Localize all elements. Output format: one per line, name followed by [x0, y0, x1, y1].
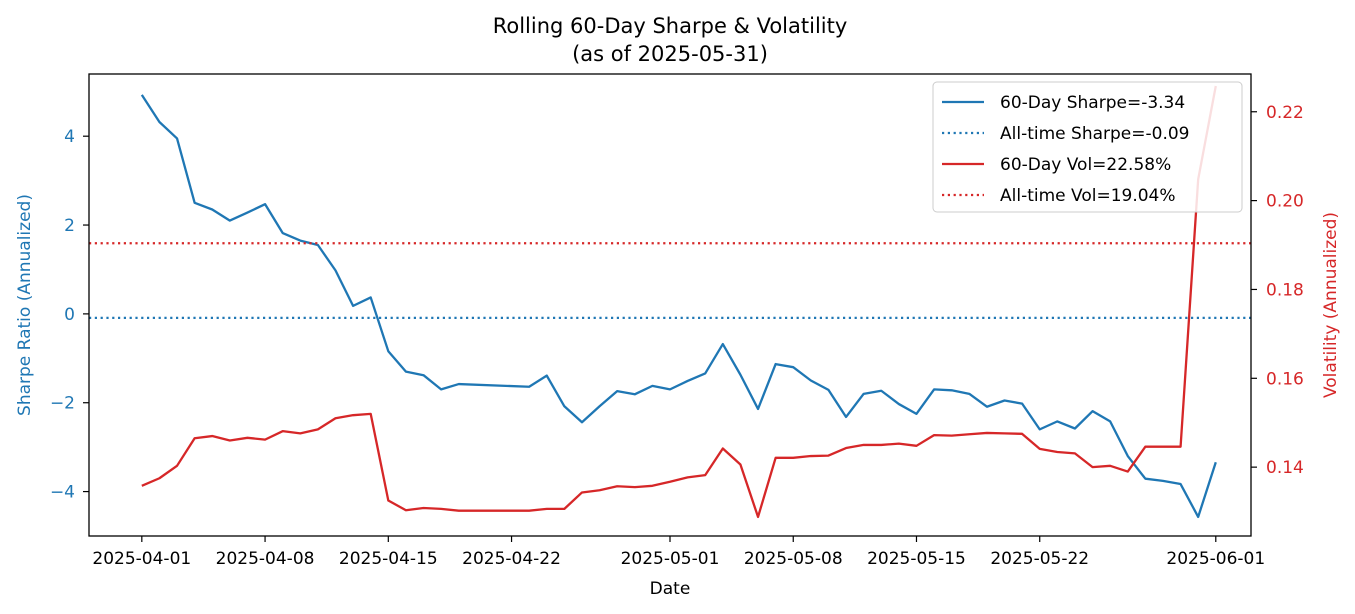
x-tick-label-3: 2025-04-15	[339, 549, 438, 569]
legend: 60-Day Sharpe=-3.34 All-time Sharpe=-0.09…	[932, 81, 1243, 213]
x-tick-label-8: 2025-05-22	[990, 549, 1089, 569]
y-right-tick-label-1: 0.14	[1266, 458, 1304, 478]
y-axis-left: −4 −2 0 2 4	[50, 127, 89, 503]
y-left-tick-label-2: −2	[50, 394, 75, 414]
x-tick-label-4: 2025-04-22	[462, 549, 561, 569]
y-right-tick-label-4: 0.20	[1266, 192, 1304, 212]
x-tick-label-5: 2025-05-01	[621, 549, 720, 569]
x-tick-label-6: 2025-05-08	[744, 549, 843, 569]
legend-label-3: 60-Day Vol=22.58%	[1000, 155, 1171, 175]
y-left-tick-label-5: 4	[64, 127, 75, 147]
series-1-line	[140, 94, 1217, 519]
series-3-line	[141, 85, 1217, 519]
y-right-tick-label-3: 0.18	[1266, 280, 1304, 300]
x-tick-label-1: 2025-04-01	[92, 549, 191, 569]
y-right-tick-label-5: 0.22	[1266, 103, 1304, 123]
x-tick-label-9: 2025-06-01	[1166, 549, 1265, 569]
y-left-tick-label-4: 2	[64, 216, 75, 236]
x-axis: 2025-04-01 2025-04-08 2025-04-15 2025-04-22…	[92, 536, 1265, 569]
y-axis-left-label: Sharpe Ratio (Annualized)	[15, 194, 35, 416]
legend-label-2: All-time Sharpe=-0.09	[1000, 124, 1189, 144]
x-tick-label-2: 2025-04-08	[216, 549, 315, 569]
y-left-tick-label-1: −4	[50, 483, 75, 503]
x-tick-label-7: 2025-05-15	[867, 549, 966, 569]
y-axis-right: 0.14 0.16 0.18 0.20 0.22	[1251, 103, 1304, 478]
y-axis-right-label: Volatility (Annualized)	[1321, 212, 1341, 398]
legend-label-1: 60-Day Sharpe=-3.34	[1000, 93, 1185, 113]
chart-title: Rolling 60-Day Sharpe & Volatility	[493, 14, 848, 38]
chart-subtitle: (as of 2025-05-31)	[572, 42, 768, 66]
y-left-tick-label-3: 0	[64, 305, 75, 325]
legend-box	[932, 81, 1243, 213]
x-axis-label: Date	[650, 579, 691, 599]
y-right-tick-label-2: 0.16	[1266, 369, 1304, 389]
legend-label-4: All-time Vol=19.04%	[1000, 186, 1176, 206]
series-layer	[89, 85, 1251, 519]
